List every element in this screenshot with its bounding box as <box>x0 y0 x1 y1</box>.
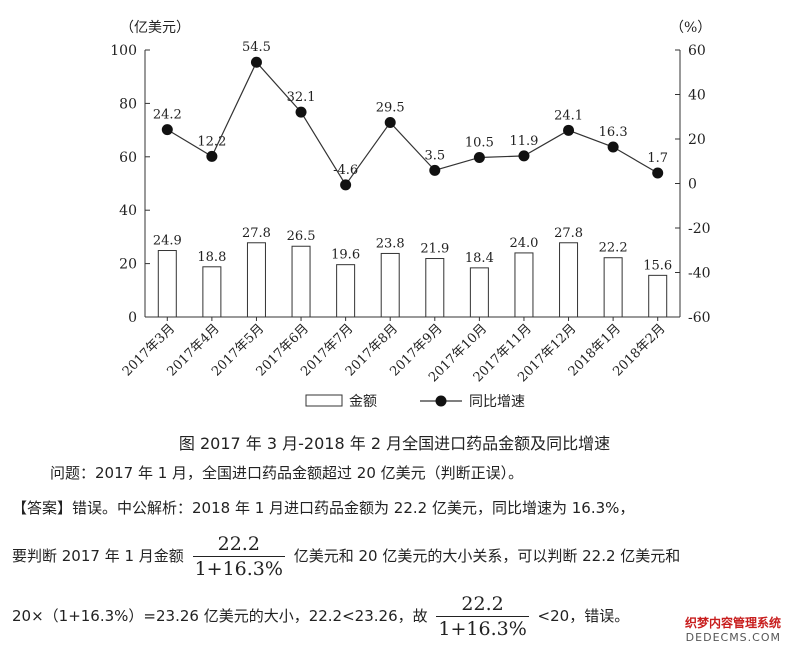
growth-point <box>340 179 352 191</box>
growth-point <box>607 141 619 153</box>
legend-line-marker <box>435 395 447 407</box>
watermark-url: DEDECMS.COM <box>685 631 781 644</box>
bar-value-label: 22.2 <box>599 241 628 256</box>
bar <box>157 250 177 318</box>
bar-value-label: 27.8 <box>242 226 271 241</box>
chart: 0 20 40 60 80 100 -60 -40 -20 0 20 40 60 （亿美元） （%） 2017… <box>110 20 711 410</box>
fraction-2-numerator: 22.2 <box>436 592 529 617</box>
right-tick-label: -60 <box>688 310 711 326</box>
growth-value-label: 1.7 <box>647 151 668 166</box>
bar-value-label: 19.6 <box>331 248 360 263</box>
left-tick-label: 80 <box>119 96 137 112</box>
bar-value-label: 27.8 <box>554 226 583 241</box>
growth-point <box>295 106 307 118</box>
growth-value-label: 24.2 <box>153 108 182 123</box>
growth-value-label: 11.9 <box>509 134 538 149</box>
bar <box>336 264 356 318</box>
right-tick-label: 20 <box>688 132 706 148</box>
growth-point <box>384 117 396 129</box>
growth-line <box>166 61 659 186</box>
left-axis-unit: （亿美元） <box>120 20 190 36</box>
chart-caption: 图 2017 年 3 月-2018 年 2 月全国进口药品金额及同比增速 <box>178 434 611 453</box>
right-axis-unit: （%） <box>670 20 711 36</box>
growth-value-label: 3.5 <box>424 148 445 163</box>
bar <box>559 242 579 318</box>
legend-bar-swatch <box>305 394 343 407</box>
fraction-2: 22.2 1+16.3% <box>436 592 529 641</box>
answer-line-3-pre: 20×（1+16.3%）=23.26 亿美元的大小，22.2<23.26，故 <box>12 607 428 625</box>
bar <box>380 252 400 318</box>
left-tick-label: 100 <box>110 43 137 59</box>
growth-value-label: 29.5 <box>376 101 405 116</box>
growth-value-label: 12.2 <box>197 134 226 149</box>
growth-value-label: 16.3 <box>599 125 628 140</box>
right-tick-label: 0 <box>688 177 697 193</box>
bar-value-label: 24.9 <box>153 234 182 249</box>
right-tick-label: 40 <box>688 88 706 104</box>
growth-point <box>250 56 262 68</box>
growth-point <box>518 150 530 162</box>
bar <box>469 267 489 318</box>
bar-value-label: 26.5 <box>287 229 316 244</box>
growth-point <box>652 167 664 179</box>
growth-point <box>473 151 485 163</box>
right-tick-label: -40 <box>688 266 711 282</box>
left-tick-label: 0 <box>128 310 137 326</box>
answer-line-3: 20×（1+16.3%）=23.26 亿美元的大小，22.2<23.26，故 2… <box>12 592 629 641</box>
watermark: 织梦内容管理系统 DEDECMS.COM <box>685 614 781 644</box>
answer-line-2-post: 亿美元和 20 亿美元的大小关系，可以判断 22.2 亿美元和 <box>293 547 681 565</box>
right-tick-label: -20 <box>688 221 711 237</box>
growth-point <box>206 150 218 162</box>
fraction-1-numerator: 22.2 <box>192 532 285 557</box>
answer-line-2-pre: 要判断 2017 年 1 月金额 <box>12 547 184 565</box>
legend-bar-label: 金额 <box>349 394 377 410</box>
growth-value-label: 24.1 <box>554 108 583 123</box>
bar-value-label: 23.8 <box>376 236 405 251</box>
bar <box>425 258 445 318</box>
watermark-title: 织梦内容管理系统 <box>684 616 781 630</box>
growth-value-label: 32.1 <box>287 90 316 105</box>
bar <box>648 274 668 318</box>
growth-point <box>563 124 575 136</box>
question-text: 问题：2017 年 1 月，全国进口药品金额超过 20 亿美元（判断正误）。 <box>50 464 524 482</box>
growth-point <box>161 124 173 136</box>
fraction-1-denominator: 1+16.3% <box>194 558 283 580</box>
growth-point <box>429 164 441 176</box>
bar-value-label: 24.0 <box>509 236 538 251</box>
fraction-2-denominator: 1+16.3% <box>438 618 527 640</box>
bar <box>291 245 311 318</box>
growth-value-label: 10.5 <box>465 135 494 150</box>
growth-value-label: -4.6 <box>333 163 358 178</box>
left-tick-label: 60 <box>119 150 137 166</box>
bar <box>514 252 534 318</box>
bar-value-label: 21.9 <box>420 242 449 257</box>
left-tick-label: 40 <box>119 203 137 219</box>
bar-value-label: 18.4 <box>465 251 494 266</box>
left-tick-label: 20 <box>119 257 137 273</box>
right-tick-label: 60 <box>688 43 706 59</box>
growth-value-label: 54.5 <box>242 40 271 55</box>
bar <box>603 257 623 318</box>
answer-line-2: 要判断 2017 年 1 月金额 22.2 1+16.3% 亿美元和 20 亿美… <box>12 532 680 581</box>
legend-line-label: 同比增速 <box>469 394 525 410</box>
bar <box>202 266 222 318</box>
answer-line-3-post: <20，错误。 <box>537 607 630 625</box>
bar <box>246 242 266 318</box>
answer-line-1: 【答案】错误。中公解析：2018 年 1 月进口药品金额为 22.2 亿美元，同… <box>12 499 635 517</box>
fraction-1: 22.2 1+16.3% <box>192 532 285 581</box>
bar-value-label: 15.6 <box>643 258 672 273</box>
bar-value-label: 18.8 <box>197 250 226 265</box>
